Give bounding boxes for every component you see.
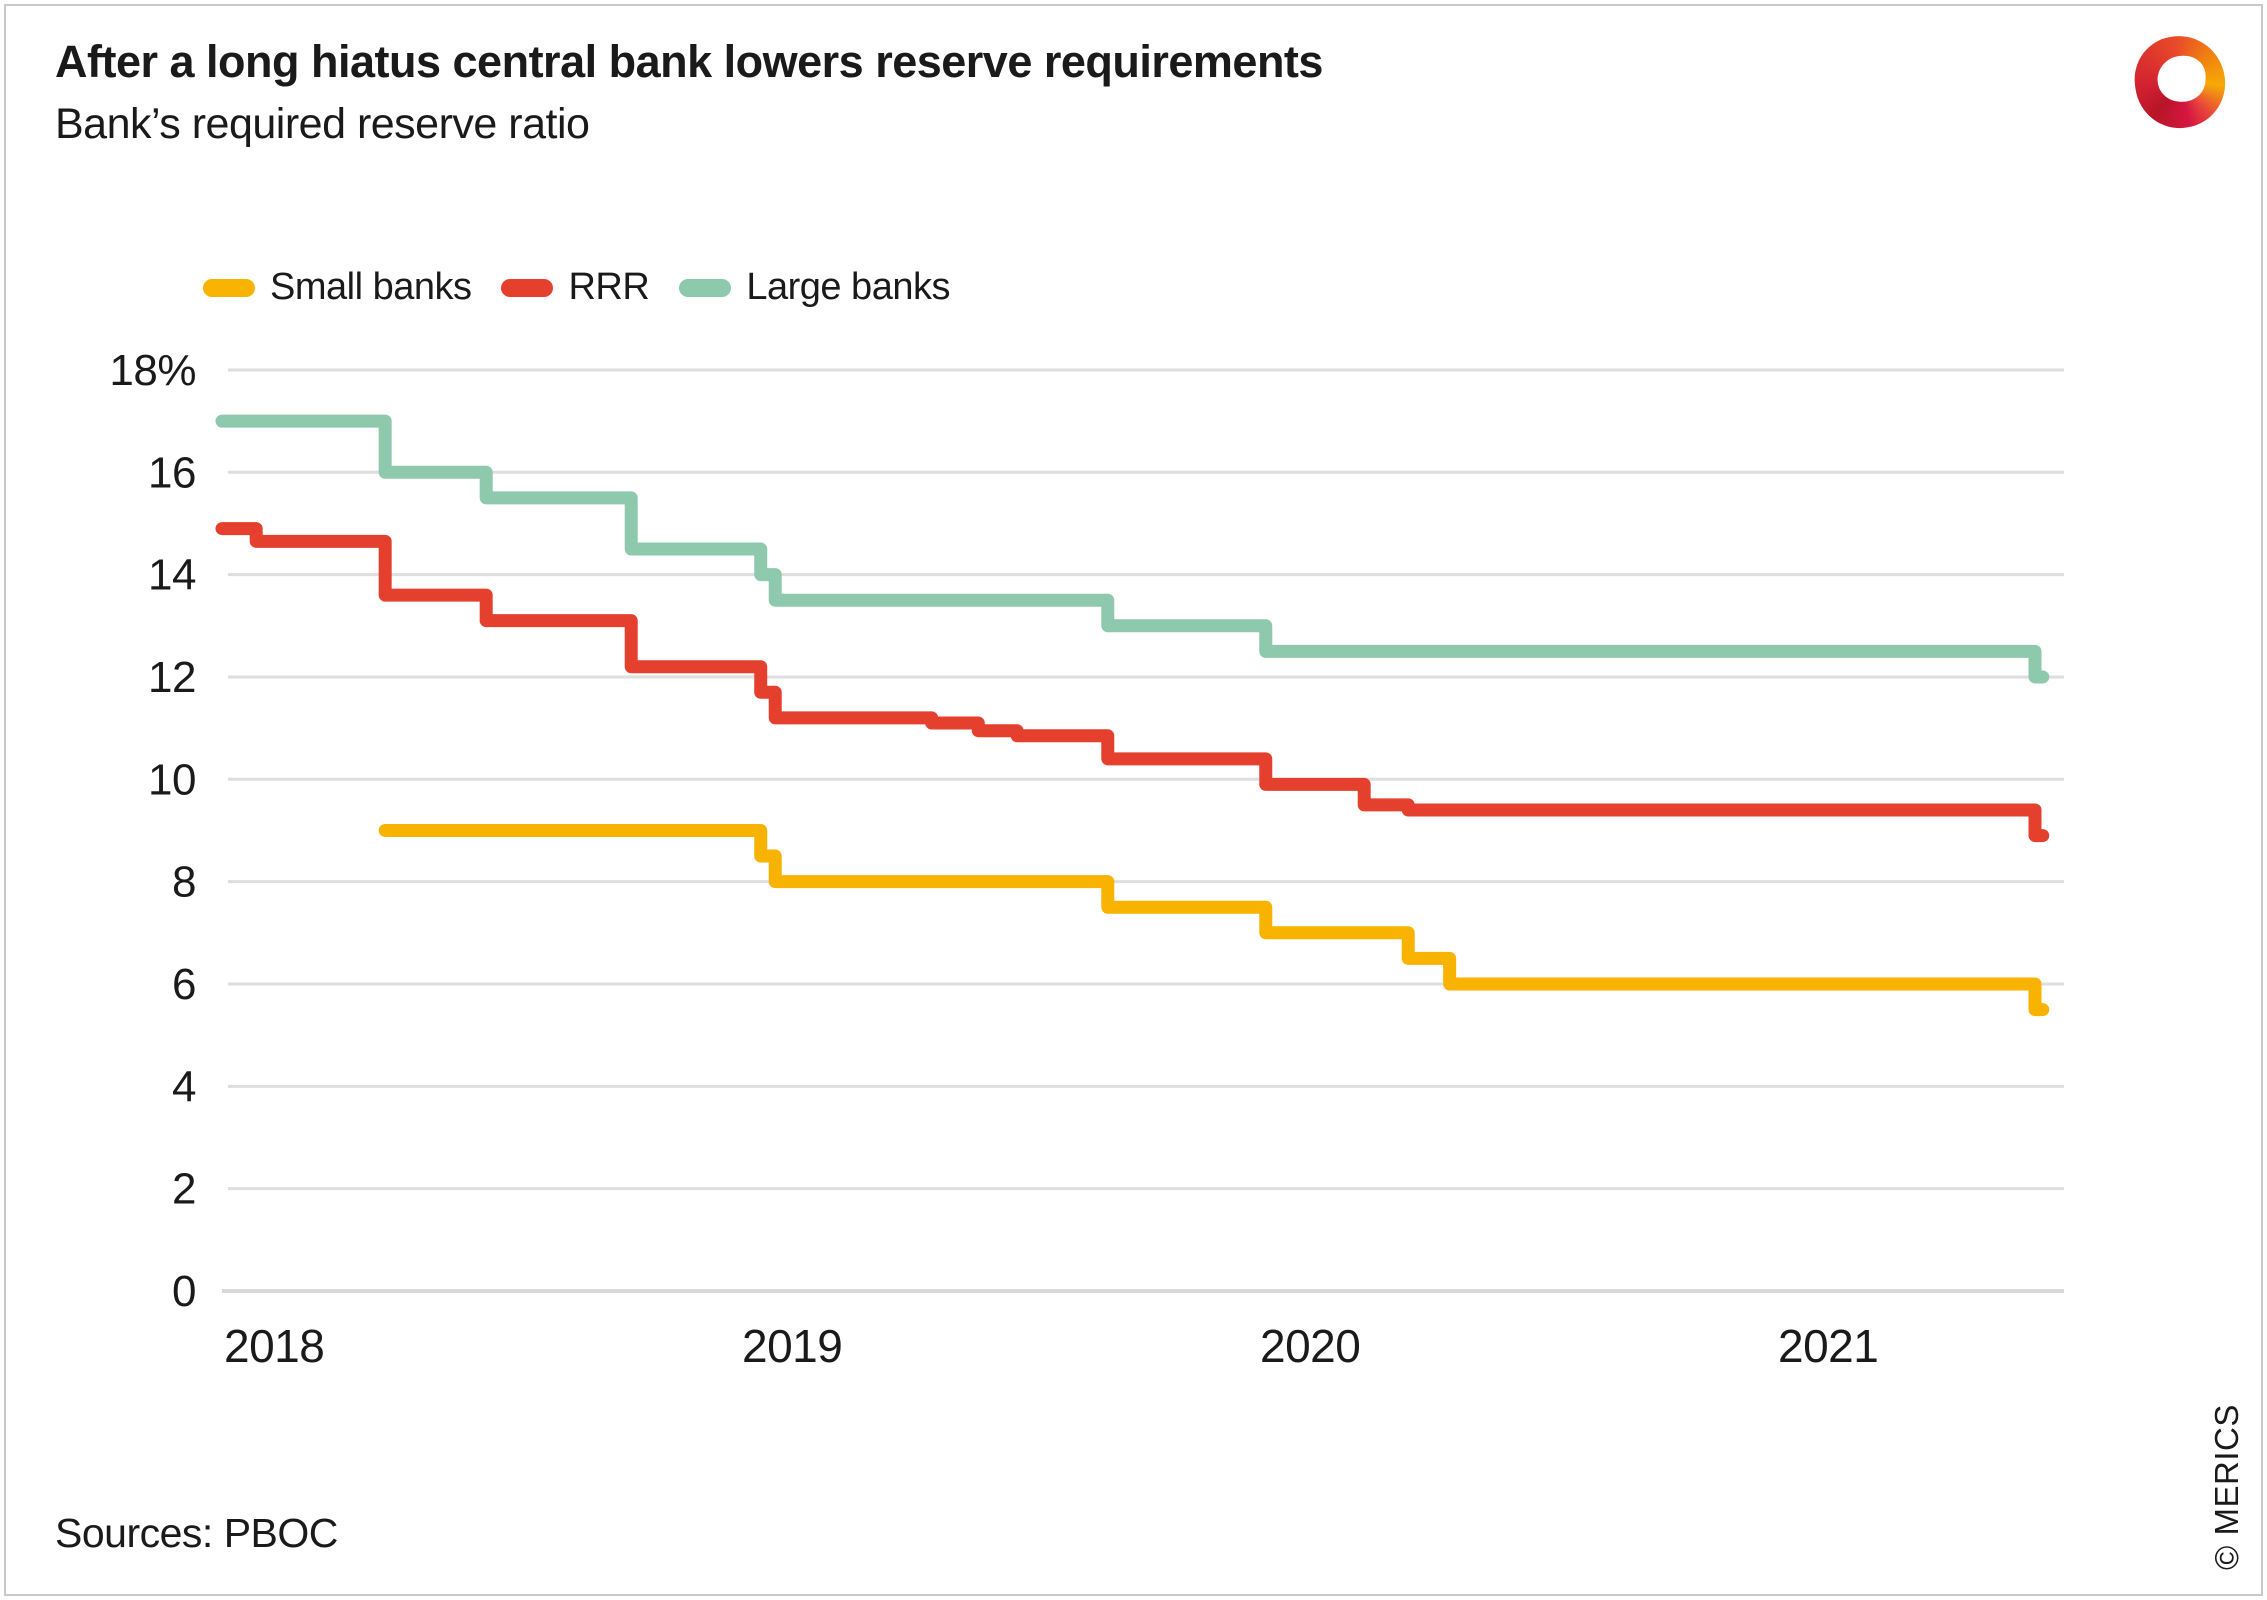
legend-item-small-banks: Small banks	[203, 266, 472, 309]
copyright-note: © MERICS	[2208, 1404, 2245, 1570]
series-line-large-banks	[215, 414, 2050, 684]
chart-legend: Small banks RRR Large banks	[203, 266, 980, 309]
legend-label-large-banks: Large banks	[746, 266, 950, 308]
legend-item-large-banks: Large banks	[679, 266, 950, 309]
y-tick-label-10: 10	[148, 755, 196, 804]
sources-note: Sources: PBOC	[55, 1510, 338, 1556]
legend-swatch-large-banks	[679, 278, 732, 297]
y-tick-label-16: 16	[148, 448, 196, 497]
legend-item-rrr: RRR	[501, 266, 650, 309]
y-tick-label-0: 0	[172, 1267, 196, 1316]
y-tick-label-6: 6	[172, 960, 196, 1009]
legend-swatch-rrr	[501, 278, 554, 297]
x-tick-label-2021: 2021	[1778, 1320, 1878, 1372]
y-tick-label-4: 4	[172, 1062, 196, 1111]
y-tick-label-18: 18%	[109, 346, 196, 395]
y-tick-label-14: 14	[148, 551, 196, 600]
series-line-rrr	[215, 522, 2050, 843]
page-title: After a long hiatus central bank lowers …	[55, 36, 1323, 87]
legend-swatch-small-banks	[203, 278, 255, 297]
legend-label-rrr: RRR	[568, 266, 650, 308]
page-subtitle: Bank’s required reserve ratio	[55, 100, 590, 148]
y-tick-label-12: 12	[148, 653, 196, 702]
series-line-small-banks	[378, 823, 2050, 1017]
y-tick-label-8: 8	[172, 858, 196, 907]
legend-label-small-banks: Small banks	[270, 266, 472, 308]
x-tick-label-2019: 2019	[742, 1320, 842, 1372]
x-tick-label-2018: 2018	[224, 1320, 324, 1372]
y-tick-label-2: 2	[172, 1165, 196, 1214]
x-tick-label-2020: 2020	[1260, 1320, 1360, 1372]
